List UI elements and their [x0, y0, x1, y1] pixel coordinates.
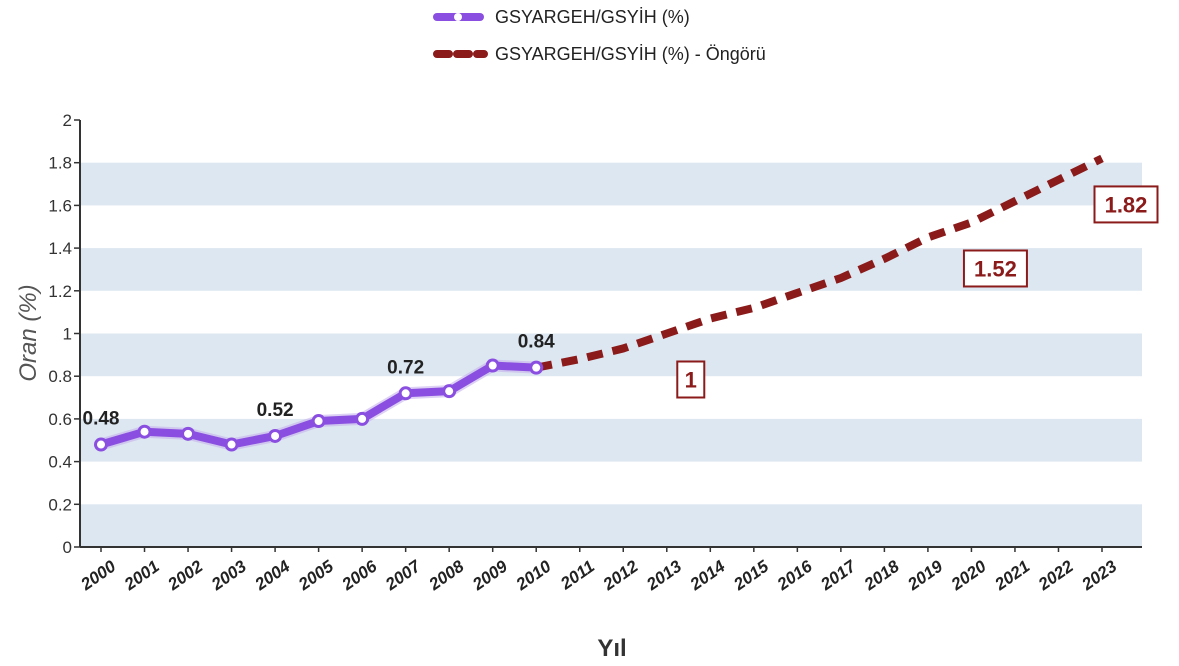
data-point-marker-center	[184, 430, 192, 438]
x-tick-label: 2012	[599, 556, 642, 594]
x-tick-label: 2001	[120, 557, 163, 595]
x-tick-label: 2002	[164, 556, 207, 594]
x-tick-label: 2020	[947, 556, 990, 594]
data-labels: 0.48 0.52 0.72 0.84 1 1.52 1.82	[83, 186, 1158, 429]
legend-item-actual: GSYARGEH/GSYİH (%)	[437, 7, 690, 27]
data-point-marker-center	[315, 417, 323, 425]
x-axis-title: Yıl	[597, 635, 626, 662]
data-label: 0.52	[257, 400, 294, 421]
x-tick-label: 2006	[338, 556, 381, 594]
x-tick-label: 2010	[512, 556, 555, 594]
data-point-marker-center	[97, 441, 105, 449]
x-tick-label: 2022	[1034, 556, 1077, 594]
y-tick-label: 1	[63, 325, 72, 344]
legend: GSYARGEH/GSYİH (%) GSYARGEH/GSYİH (%) - …	[437, 7, 766, 64]
x-tick-label: 2004	[251, 556, 294, 594]
data-label: 0.48	[83, 409, 120, 430]
legend-item-forecast: GSYARGEH/GSYİH (%) - Öngörü	[437, 44, 766, 64]
data-point-marker-center	[445, 387, 453, 395]
x-tick-label: 2008	[425, 556, 468, 594]
data-point-marker-center	[271, 432, 279, 440]
grid-band	[80, 163, 1142, 206]
forecast-label: 1.52	[974, 256, 1017, 281]
y-tick-label: 1.6	[48, 196, 72, 215]
y-tick-label: 1.4	[48, 239, 72, 258]
y-tick-label: 1.2	[48, 282, 72, 301]
y-tick-label: 0.8	[48, 367, 72, 386]
data-point-marker-center	[358, 415, 366, 423]
y-tick-label: 1.8	[48, 154, 72, 173]
data-point-marker-center	[532, 364, 540, 372]
x-tick-label: 2000	[77, 556, 120, 594]
x-tick-label: 2003	[207, 556, 250, 594]
grid-band	[80, 504, 1142, 547]
y-tick-label: 2	[63, 111, 72, 130]
legend-label-actual: GSYARGEH/GSYİH (%)	[495, 7, 690, 27]
x-tick-label: 2007	[381, 556, 425, 595]
forecast-label: 1.82	[1105, 192, 1148, 217]
y-tick-labels: 0 0.2 0.4 0.6 0.8 1 1.2 1.4 1.6 1.8 2	[48, 111, 80, 557]
x-tick-label: 2013	[642, 556, 685, 594]
legend-label-forecast: GSYARGEH/GSYİH (%) - Öngörü	[495, 44, 766, 64]
data-point-marker-center	[402, 389, 410, 397]
y-tick-label: 0.6	[48, 410, 72, 429]
x-tick-label: 2016	[773, 556, 816, 594]
x-tick-label: 2021	[991, 557, 1034, 595]
x-tick-label: 2009	[468, 556, 511, 594]
x-tick-label: 2011	[556, 557, 598, 594]
y-tick-label: 0.2	[48, 495, 72, 514]
x-tick-label: 2018	[860, 556, 903, 594]
grid-band	[80, 334, 1142, 377]
y-tick-label: 0.4	[48, 453, 72, 472]
legend-marker-actual	[454, 13, 462, 21]
y-axis-title: Oran (%)	[15, 284, 42, 381]
x-tick-label: 2019	[904, 556, 947, 594]
data-label: 0.84	[518, 332, 555, 353]
x-tick-label: 2017	[816, 556, 860, 595]
data-label: 0.72	[387, 357, 424, 378]
x-tick-labels: 2000 2001 2002 2003 2004 2005 2006 2007 2008 2009…	[77, 547, 1121, 595]
x-tick-label: 2014	[686, 556, 729, 594]
y-tick-label: 0	[63, 538, 72, 557]
forecast-label: 1	[685, 368, 697, 393]
x-tick-label: 2005	[294, 556, 337, 594]
data-point-marker-center	[228, 441, 236, 449]
x-tick-label: 2015	[729, 556, 772, 594]
x-tick-label: 2023	[1078, 556, 1121, 594]
data-point-marker-center	[141, 428, 149, 436]
data-point-marker-center	[489, 362, 497, 370]
